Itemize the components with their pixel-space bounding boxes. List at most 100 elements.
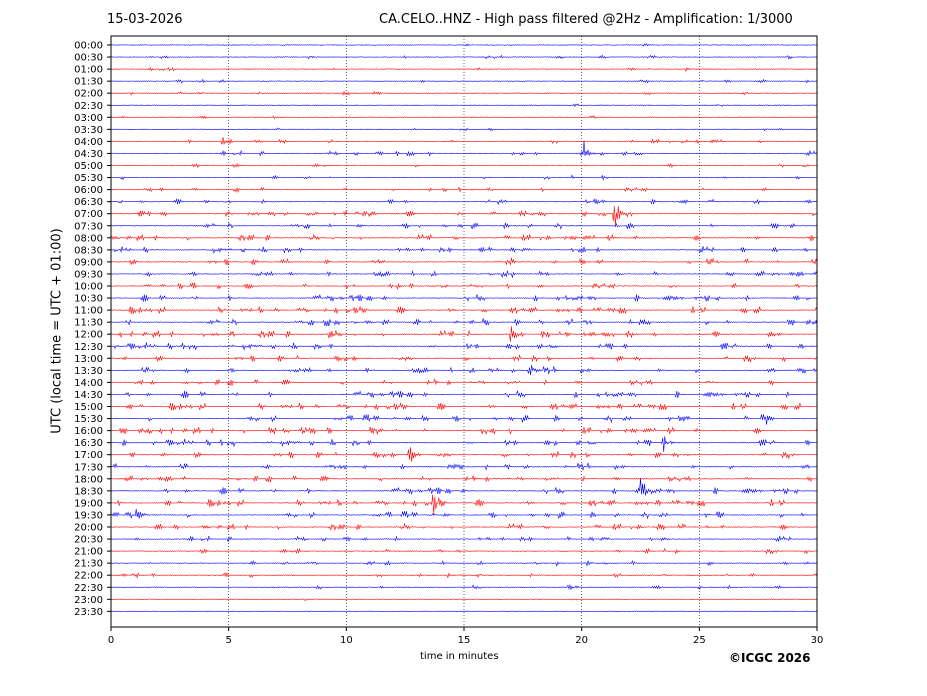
trace-1630	[110, 436, 818, 452]
y-tick-label: 16:30	[74, 438, 103, 449]
y-tick-label: 20:00	[74, 523, 103, 534]
trace-0100	[110, 66, 818, 72]
trace-0600	[110, 186, 818, 194]
y-tick-label: 02:30	[74, 101, 103, 112]
trace-0200	[110, 90, 818, 96]
y-tick-label: 17:30	[74, 462, 103, 473]
y-tick-label: 08:00	[74, 233, 103, 244]
y-tick-label: 00:30	[74, 53, 103, 64]
y-tick-label: 12:00	[74, 330, 103, 341]
y-tick-label: 00:00	[74, 41, 103, 52]
trace-0500	[110, 162, 818, 169]
trace-1130	[110, 318, 818, 327]
trace-1530	[110, 414, 818, 425]
x-tick-label: 30	[811, 635, 824, 646]
trace-2130	[110, 559, 818, 567]
x-tick-label: 20	[575, 635, 588, 646]
trace-1300	[110, 354, 818, 363]
trace-2200	[110, 571, 818, 579]
trace-1600	[110, 426, 818, 435]
trace-1730	[110, 462, 818, 471]
trace-0400	[110, 137, 818, 145]
trace-0000	[110, 43, 818, 47]
y-tick-label: 18:30	[74, 486, 103, 497]
trace-0330	[110, 127, 818, 132]
chart-title: CA.CELO..HNZ - High pass filtered @2Hz -…	[379, 12, 793, 27]
y-tick-label: 15:00	[74, 402, 103, 413]
trace-1400	[110, 378, 818, 386]
y-tick-label: 06:00	[74, 185, 103, 196]
trace-1900	[110, 494, 818, 515]
trace-1030	[110, 294, 818, 303]
trace-0300	[110, 115, 818, 120]
y-tick-label: 17:00	[74, 450, 103, 461]
y-tick-label: 23:00	[74, 595, 103, 606]
trace-2300	[110, 598, 818, 601]
x-tick-label: 5	[225, 635, 231, 646]
x-axis-label: time in minutes	[420, 651, 499, 662]
y-tick-label: 13:00	[74, 354, 103, 365]
trace-1100	[110, 305, 818, 315]
y-tick-label: 15:30	[74, 414, 103, 425]
y-tick-label: 08:30	[74, 245, 103, 256]
y-tick-label: 01:30	[74, 77, 103, 88]
y-tick-label: 05:00	[74, 161, 103, 172]
trace-0930	[110, 270, 818, 278]
trace-2030	[110, 535, 818, 543]
y-tick-label: 22:30	[74, 583, 103, 594]
x-tick-label: 0	[108, 635, 114, 646]
y-tick-label: 02:00	[74, 89, 103, 100]
x-tick-label: 25	[693, 635, 706, 646]
trace-1830	[110, 478, 818, 496]
trace-0730	[110, 222, 818, 230]
y-tick-label: 22:00	[74, 571, 103, 582]
y-tick-label: 04:00	[74, 137, 103, 148]
y-tick-label: 07:00	[74, 209, 103, 220]
y-tick-label: 11:00	[74, 306, 103, 317]
x-tick-label: 10	[340, 635, 353, 646]
trace-0530	[110, 174, 818, 181]
y-tick-label: 19:30	[74, 510, 103, 521]
y-tick-label: 19:00	[74, 498, 103, 509]
y-tick-label: 14:30	[74, 390, 103, 401]
grid-layer	[228, 36, 700, 627]
trace-1230	[110, 342, 818, 351]
y-tick-label: 12:30	[74, 342, 103, 353]
trace-0800	[110, 233, 818, 242]
trace-0630	[110, 198, 818, 206]
copyright-label: ©ICGC 2026	[729, 651, 811, 665]
y-tick-label: 07:30	[74, 221, 103, 232]
trace-2230	[110, 584, 818, 591]
axis-layer: 0 5 10 15 20 25 30 00:0000:3001:0001:3002:0002:…	[74, 41, 823, 647]
y-tick-label: 10:00	[74, 282, 103, 293]
trace-1000	[110, 282, 818, 290]
y-tick-label: 03:30	[74, 125, 103, 136]
x-tick-label: 15	[458, 635, 471, 646]
y-tick-label: 04:30	[74, 149, 103, 160]
trace-layer	[110, 43, 818, 613]
trace-0700	[110, 206, 818, 226]
y-tick-label: 13:30	[74, 366, 103, 377]
y-tick-label: 01:00	[74, 65, 103, 76]
y-tick-label: 21:00	[74, 547, 103, 558]
trace-0830	[110, 246, 818, 255]
trace-2000	[110, 522, 818, 531]
trace-2100	[110, 547, 818, 555]
date-label: 15-03-2026	[107, 12, 183, 27]
y-tick-label: 21:30	[74, 559, 103, 570]
plot-frame	[110, 35, 818, 628]
trace-1930	[110, 508, 818, 520]
trace-1800	[110, 475, 818, 483]
y-tick-label: 09:30	[74, 269, 103, 280]
y-tick-label: 10:30	[74, 294, 103, 305]
y-tick-label: 23:30	[74, 607, 103, 618]
trace-1330	[110, 364, 818, 376]
trace-1700	[110, 447, 818, 462]
y-tick-label: 05:30	[74, 173, 103, 184]
y-tick-label: 14:00	[74, 378, 103, 389]
y-tick-label: 09:00	[74, 257, 103, 268]
y-tick-label: 11:30	[74, 318, 103, 329]
trace-1430	[110, 390, 818, 399]
trace-1200	[110, 326, 818, 342]
